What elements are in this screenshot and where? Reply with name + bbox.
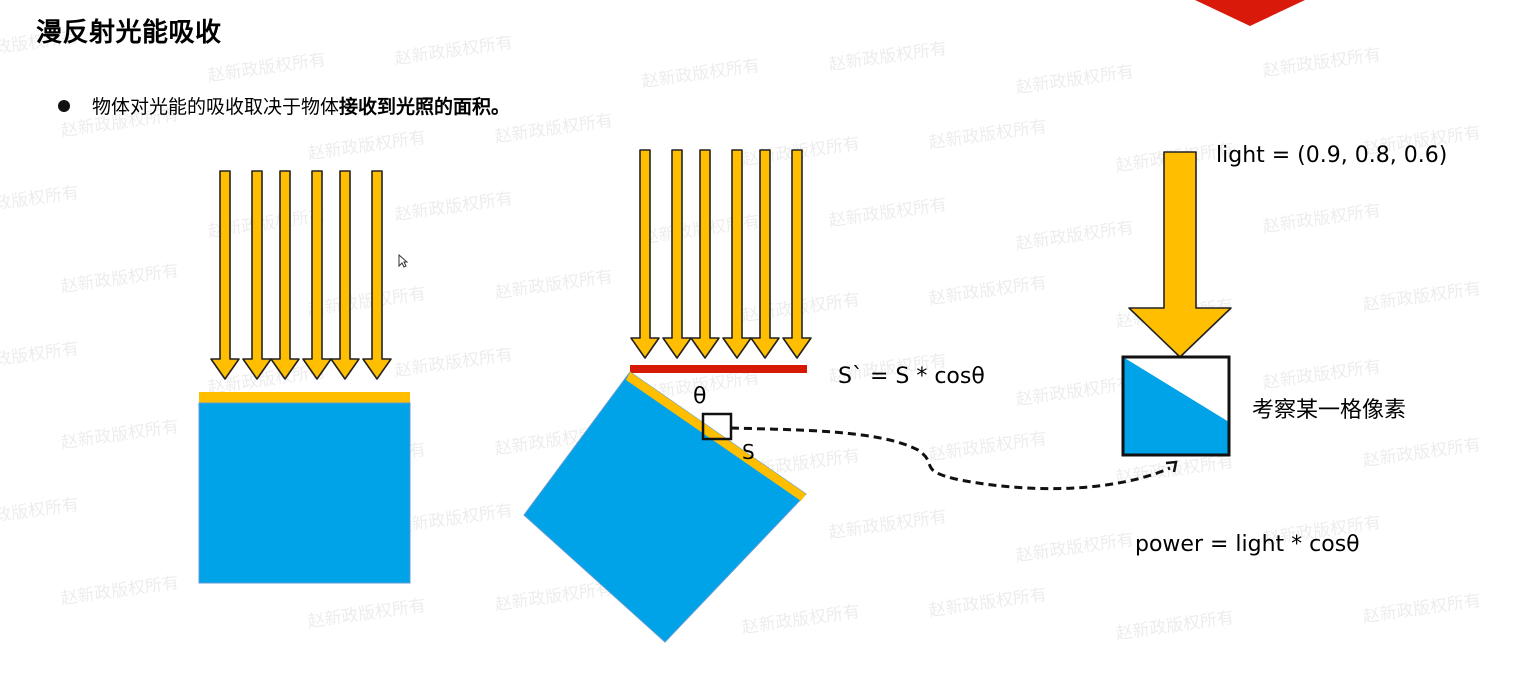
light-arrow-icon [242, 170, 272, 380]
light-value-label: light = (0.9, 0.8, 0.6) [1216, 143, 1448, 168]
flat-surface [198, 392, 411, 584]
corner-decoration [1195, 0, 1305, 26]
connector-arrowhead-icon [1165, 460, 1178, 473]
pixel-square [1121, 355, 1231, 457]
power-formula-label: power = light * cosθ [1135, 532, 1360, 557]
bullet-point: 物体对光能的吸收取决于物体 接收到光照的面积。 [58, 92, 510, 119]
theta-label: θ [693, 384, 707, 409]
cursor-icon [398, 254, 408, 268]
light-arrow-icon [270, 170, 300, 380]
dashed-connector [730, 426, 1171, 491]
bullet-icon [58, 99, 70, 112]
light-rays-tilted [630, 149, 812, 359]
big-light-arrow-icon [1128, 151, 1232, 358]
projected-area-line [630, 365, 807, 373]
light-arrow-icon [750, 149, 780, 359]
light-arrow-icon [662, 149, 692, 359]
area-formula-label: S` = S * cosθ [838, 364, 985, 389]
light-arrow-icon [690, 149, 720, 359]
light-arrow-icon [302, 170, 332, 380]
pixel-caption: 考察某一格像素 [1252, 398, 1407, 423]
slide-title: 漫反射光能吸收 [36, 18, 222, 48]
bullet-text: 物体对光能的吸收取决于物体 [92, 96, 340, 118]
sample-pixel-box [701, 412, 733, 441]
bullet-text-bold: 接收到光照的面积。 [339, 96, 511, 118]
light-arrow-icon [630, 149, 660, 359]
light-arrow-icon [782, 149, 812, 359]
light-arrow-icon [722, 149, 752, 359]
light-rays-flat [210, 170, 392, 380]
tilted-surface [523, 371, 807, 643]
s-label: S [742, 440, 755, 464]
light-arrow-icon [210, 170, 240, 380]
light-arrow-icon [362, 170, 392, 380]
light-arrow-icon [330, 170, 360, 380]
